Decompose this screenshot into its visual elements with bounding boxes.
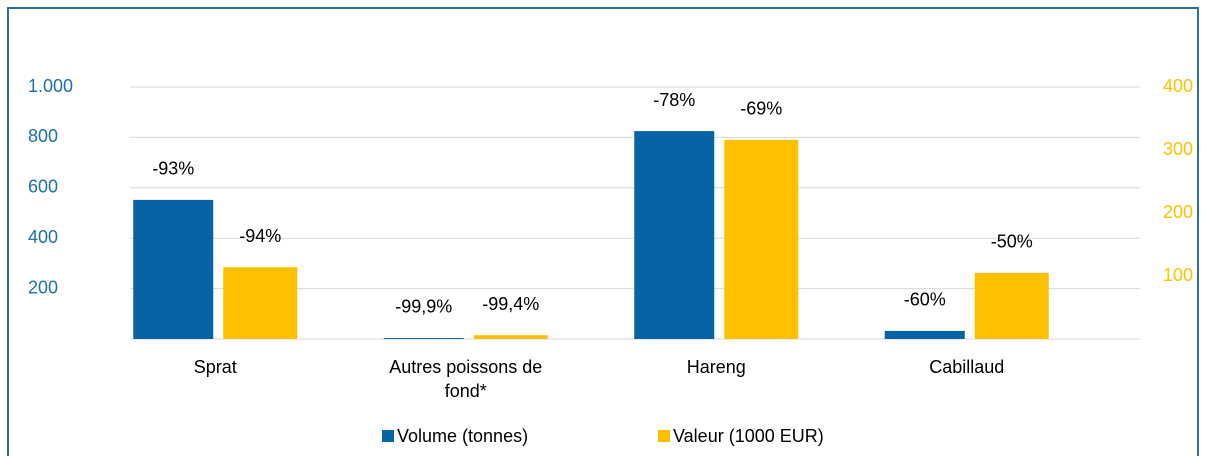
y-tick-label: 800 bbox=[28, 126, 58, 146]
x-tick-label: Sprat bbox=[193, 357, 237, 377]
y-tick-label: 1.000 bbox=[28, 76, 73, 96]
bar bbox=[974, 272, 1049, 339]
x-tick-label: Cabillaud bbox=[929, 357, 1005, 377]
y2-tick-label: 100 bbox=[1163, 265, 1193, 285]
y2-tick-label: 200 bbox=[1163, 202, 1193, 222]
bar bbox=[383, 337, 464, 339]
change-label: -78% bbox=[653, 90, 695, 110]
y-tick-label: 600 bbox=[28, 177, 58, 197]
bar bbox=[884, 330, 965, 339]
bar bbox=[473, 335, 548, 339]
y-tick-label: 200 bbox=[28, 277, 58, 297]
change-label: -94% bbox=[239, 226, 281, 246]
change-label: -60% bbox=[904, 290, 946, 310]
x-tick-label: Autres poissons de fond* bbox=[389, 357, 543, 401]
frame bbox=[7, 7, 1199, 456]
legend-label: Volume (tonnes) bbox=[397, 426, 528, 446]
bar bbox=[223, 267, 298, 339]
legend-swatch bbox=[382, 430, 394, 442]
legend-label: Valeur (1000 EUR) bbox=[673, 426, 824, 446]
y-tick-label: 400 bbox=[28, 227, 58, 247]
bar bbox=[724, 139, 799, 339]
legend-swatch bbox=[658, 430, 670, 442]
y2-tick-label: 300 bbox=[1163, 139, 1193, 159]
change-label: -99,9% bbox=[395, 297, 452, 317]
bar bbox=[133, 199, 214, 339]
change-label: -50% bbox=[991, 232, 1033, 252]
x-tick-label: Hareng bbox=[686, 357, 746, 377]
y2-tick-label: 400 bbox=[1163, 76, 1193, 96]
bar bbox=[634, 131, 715, 339]
change-label: -99,4% bbox=[482, 294, 539, 314]
change-label: -93% bbox=[152, 159, 194, 179]
change-label: -69% bbox=[740, 99, 782, 119]
